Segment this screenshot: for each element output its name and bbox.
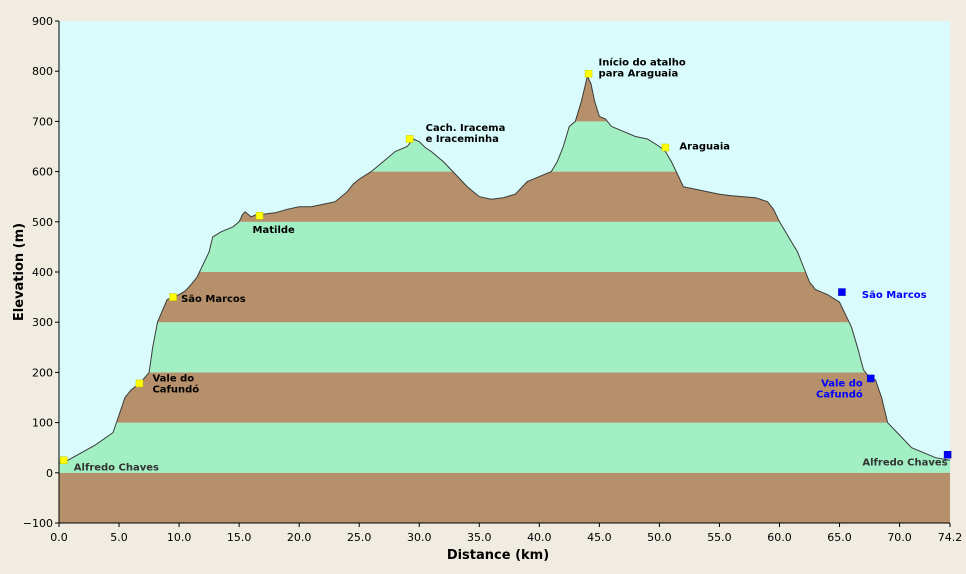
x-tick-label: 60.0 (767, 531, 792, 544)
waypoint-label: Cach. Iracema (426, 123, 506, 134)
elevation-band (59, 322, 950, 373)
waypoint-label: Cafundó (816, 388, 863, 400)
waypoint-label: Araguaia (679, 142, 730, 153)
y-tick-label: 500 (32, 216, 53, 229)
x-axis-ticks: 0.0 5.0 10.0 15.0 20.0 25.0 30.0 35.0 40.0 45.0 50… (50, 523, 962, 544)
elevation-band (59, 372, 950, 423)
waypoint-label: para Araguaia (599, 69, 679, 80)
x-tick-label: 20.0 (287, 531, 312, 544)
y-tick-label: 800 (32, 65, 53, 78)
x-tick-label: 35.0 (467, 531, 492, 544)
elevation-band (59, 472, 950, 523)
y-tick-label: 900 (32, 15, 53, 28)
profile-line (58, 74, 951, 464)
waypoint-label: Vale do (821, 378, 863, 389)
elevation-band (59, 422, 950, 473)
waypoint-label: São Marcos (181, 294, 246, 305)
y-tick-label: 400 (32, 266, 53, 279)
x-tick-label: 25.0 (347, 531, 372, 544)
waypoint-label: Vale do (152, 373, 194, 384)
waypoint-marker (255, 212, 264, 220)
waypoint-marker (838, 288, 846, 296)
waypoint-label: e Iraceminha (426, 134, 499, 145)
x-tick-label: 10.0 (167, 531, 192, 544)
waypoint-label: São Marcos (862, 290, 927, 301)
waypoint-label: Alfredo Chaves (862, 458, 947, 469)
y-tick-label: 200 (32, 366, 53, 379)
x-tick-label: 0.0 (50, 531, 68, 544)
y-tick-label: 700 (32, 115, 53, 128)
waypoint-marker (405, 135, 414, 143)
x-axis-title: Distance (km) (447, 548, 549, 563)
y-tick-label: 100 (32, 417, 53, 430)
waypoint-marker (943, 450, 952, 459)
waypoint-marker (135, 379, 144, 388)
waypoint-label: Início do atalho (599, 57, 686, 69)
x-tick-label: 45.0 (587, 531, 612, 544)
waypoint-marker (584, 69, 593, 78)
x-tick-label: 74.2 (938, 531, 963, 544)
y-tick-label: −100 (23, 517, 53, 530)
waypoint-label: Alfredo Chaves (74, 462, 159, 473)
x-tick-label: 65.0 (827, 531, 852, 544)
y-tick-label: 0 (46, 467, 53, 480)
x-tick-label: 15.0 (227, 531, 252, 544)
x-tick-label: 55.0 (707, 531, 732, 544)
y-tick-label: 600 (32, 166, 53, 179)
y-tick-label: 300 (32, 316, 53, 329)
waypoint-marker (866, 374, 875, 383)
x-tick-label: 40.0 (527, 531, 552, 544)
waypoint-label: Matilde (253, 225, 295, 236)
waypoint-label: Cafundó (152, 383, 199, 395)
waypoint-marker (60, 456, 68, 464)
x-tick-label: 30.0 (407, 531, 432, 544)
x-tick-label: 5.0 (110, 531, 128, 544)
y-axis-title: Elevation (m) (12, 223, 27, 321)
elevation-band (59, 272, 950, 323)
waypoint-marker (661, 143, 670, 152)
waypoint-marker (169, 293, 177, 301)
x-tick-label: 50.0 (647, 531, 672, 544)
x-tick-label: 70.0 (887, 531, 912, 544)
y-axis-ticks: 900 800 700 600 500 400 300 200 100 0 −100 (23, 15, 59, 530)
